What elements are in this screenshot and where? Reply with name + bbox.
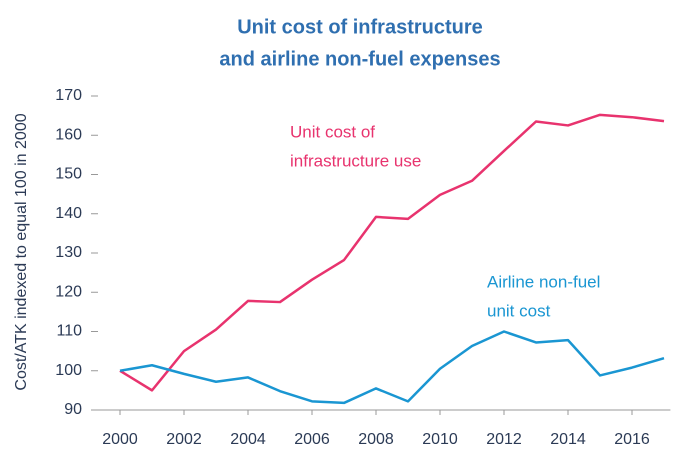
- x-tick-label: 2014: [550, 431, 586, 448]
- y-tick-label: 150: [55, 166, 82, 183]
- y-tick-label: 100: [55, 362, 82, 379]
- y-tick-label: 90: [64, 401, 82, 418]
- series-line: [119, 113, 665, 392]
- chart-title: and airline non-fuel expenses: [219, 48, 500, 70]
- annotation: infrastructure use: [290, 151, 421, 170]
- y-tick-label: 120: [55, 283, 82, 300]
- annotation: Airline non-fuel: [487, 272, 600, 291]
- y-axis-label: Cost/ATK indexed to equal 100 in 2000: [13, 113, 30, 390]
- y-tick-label: 130: [55, 244, 82, 261]
- x-tick-label: 2006: [294, 431, 330, 448]
- x-tick-label: 2008: [358, 431, 394, 448]
- x-tick-label: 2002: [166, 431, 202, 448]
- series-line: [119, 330, 665, 405]
- y-tick-label: 160: [55, 126, 82, 143]
- x-tick-label: 2016: [614, 431, 650, 448]
- x-tick-label: 2004: [230, 431, 266, 448]
- y-tick-label: 110: [56, 323, 82, 340]
- chart-title: Unit cost of infrastructure: [237, 16, 483, 38]
- y-tick-label: 140: [55, 205, 82, 222]
- annotation: Unit cost of: [290, 122, 375, 141]
- y-tick-label: 170: [55, 87, 82, 104]
- x-tick-label: 2000: [102, 431, 138, 448]
- annotation: unit cost: [487, 301, 551, 320]
- x-tick-label: 2010: [422, 431, 458, 448]
- x-tick-label: 2012: [486, 431, 522, 448]
